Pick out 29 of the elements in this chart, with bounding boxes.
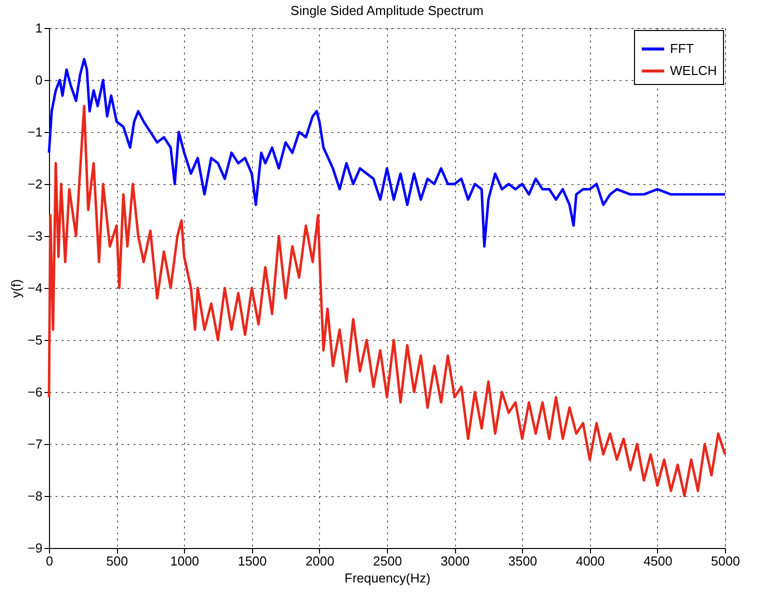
y-tick-label: 0	[35, 72, 42, 88]
legend-label: FFT	[670, 41, 694, 56]
x-tick-label: 500	[106, 554, 128, 568]
legend-label: WELCH	[670, 63, 717, 78]
x-tick-label: 1500	[238, 554, 267, 568]
chart-title: Single Sided Amplitude Spectrum	[290, 3, 484, 18]
y-tick-label: −1	[28, 124, 42, 140]
y-tick-label: −6	[28, 384, 42, 400]
y-tick-label: −8	[28, 488, 42, 504]
x-tick-label: 4500	[643, 554, 672, 568]
x-axis-title: Frequency(Hz)	[344, 570, 430, 586]
y-tick-label: 1	[35, 20, 42, 36]
y-tick-label: −5	[28, 332, 42, 348]
y-tick-label: −2	[28, 176, 42, 192]
line-series	[48, 104, 726, 498]
x-tick-label: 4000	[576, 554, 605, 568]
x-tick-label: 3000	[440, 554, 470, 568]
x-tick-label: 5000	[711, 554, 740, 568]
y-tick-label: −4	[28, 280, 42, 296]
x-tick-label: 3500	[508, 554, 538, 568]
x-tick-label: 2500	[373, 554, 402, 568]
x-tick-label: 1000	[170, 554, 200, 568]
x-tick-label: 2000	[305, 554, 334, 568]
y-tick-label: −3	[28, 228, 42, 244]
y-tick-label: −7	[28, 436, 42, 452]
x-tick-label: 0	[46, 554, 54, 568]
y-axis-title: y(f)	[8, 279, 24, 298]
y-tick-label: −9	[28, 540, 42, 556]
line-series	[48, 58, 726, 248]
